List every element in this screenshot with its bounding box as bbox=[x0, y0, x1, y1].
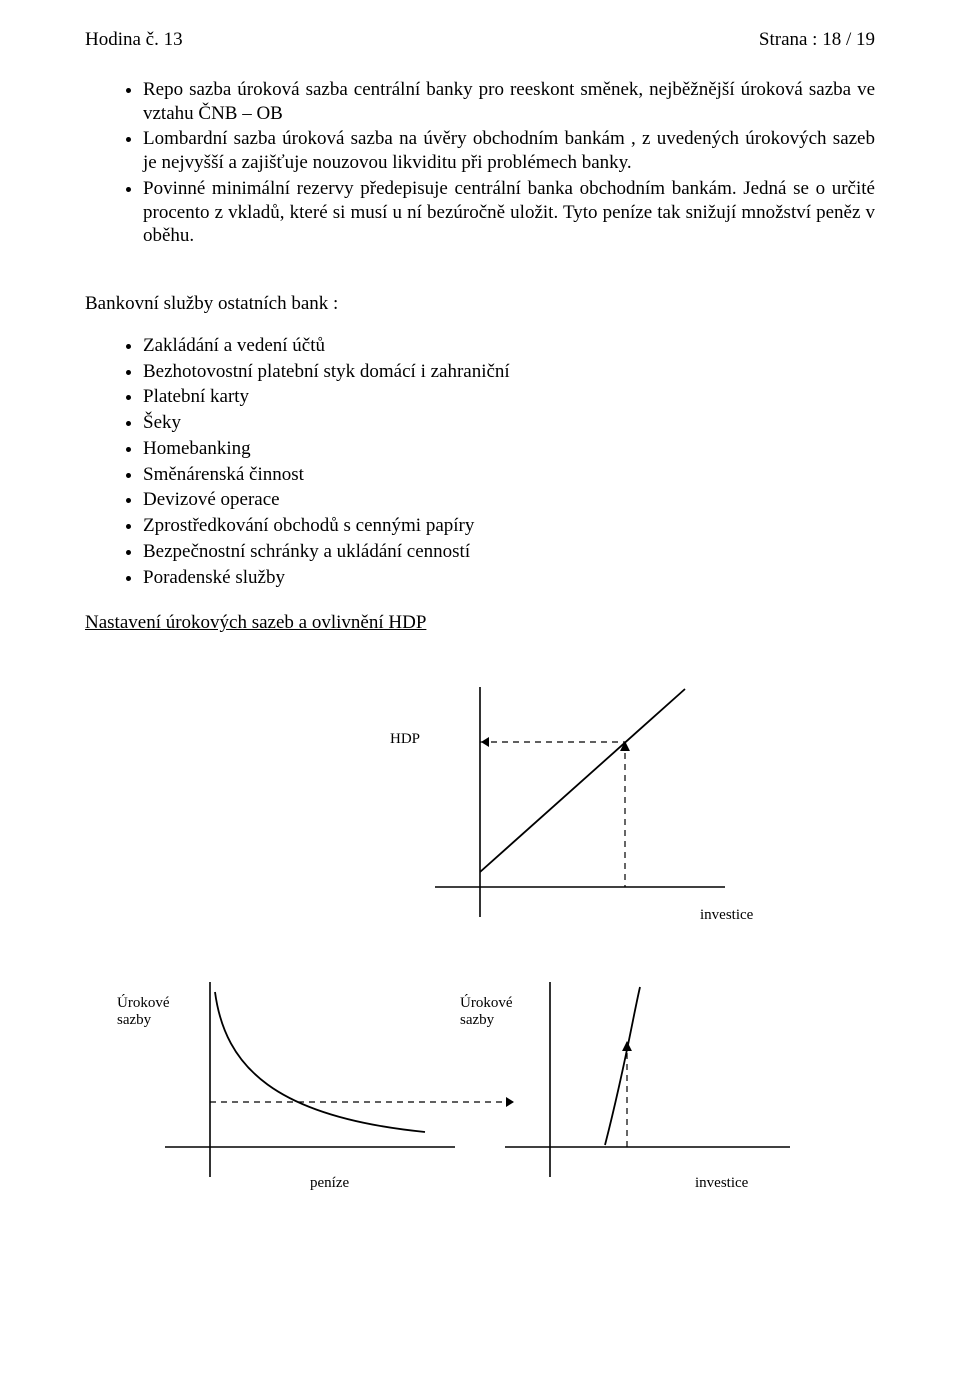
list-item: Devizové operace bbox=[143, 488, 875, 512]
list-item: Repo sazba úroková sazba centrální banky… bbox=[143, 78, 875, 126]
list-item: Zakládání a vedení účtů bbox=[143, 334, 875, 358]
list-item: Povinné minimální rezervy předepisuje ce… bbox=[143, 177, 875, 248]
list-item: Platební karty bbox=[143, 385, 875, 409]
svg-text:peníze: peníze bbox=[310, 1175, 349, 1191]
services-heading: Bankovní služby ostatních bank : bbox=[85, 292, 875, 316]
list-item: Šeky bbox=[143, 411, 875, 435]
svg-text:Úrokové: Úrokové bbox=[460, 994, 513, 1011]
svg-text:investice: investice bbox=[695, 1175, 749, 1191]
list-item: Směnárenská činnost bbox=[143, 463, 875, 487]
list-item: Lombardní sazba úroková sazba na úvěry o… bbox=[143, 127, 875, 175]
svg-text:HDP: HDP bbox=[390, 731, 420, 747]
list-item: Zprostředkování obchodů s cennými papíry bbox=[143, 514, 875, 538]
economic-diagram: HDPinvesticeÚrokovésazbypenízeÚrokovésaz… bbox=[85, 647, 875, 1207]
list-item: Homebanking bbox=[143, 437, 875, 461]
svg-text:sazby: sazby bbox=[460, 1012, 495, 1028]
header-right: Strana : 18 / 19 bbox=[759, 28, 875, 52]
page: Hodina č. 13 Strana : 18 / 19 Repo sazba… bbox=[0, 0, 960, 1247]
list-item: Bezhotovostní platební styk domácí i zah… bbox=[143, 360, 875, 384]
header-left: Hodina č. 13 bbox=[85, 28, 183, 52]
services-bullet-list: Zakládání a vedení účtů Bezhotovostní pl… bbox=[85, 334, 875, 590]
page-header: Hodina č. 13 Strana : 18 / 19 bbox=[85, 28, 875, 52]
list-item: Poradenské služby bbox=[143, 566, 875, 590]
svg-text:Úrokové: Úrokové bbox=[117, 994, 170, 1011]
diagram-container: HDPinvesticeÚrokovésazbypenízeÚrokovésaz… bbox=[85, 647, 875, 1207]
svg-text:sazby: sazby bbox=[117, 1012, 152, 1028]
list-item: Bezpečnostní schránky a ukládání cennost… bbox=[143, 540, 875, 564]
svg-text:investice: investice bbox=[700, 907, 754, 923]
main-bullet-list: Repo sazba úroková sazba centrální banky… bbox=[85, 78, 875, 248]
diagram-heading: Nastavení úrokových sazeb a ovlivnění HD… bbox=[85, 611, 875, 635]
